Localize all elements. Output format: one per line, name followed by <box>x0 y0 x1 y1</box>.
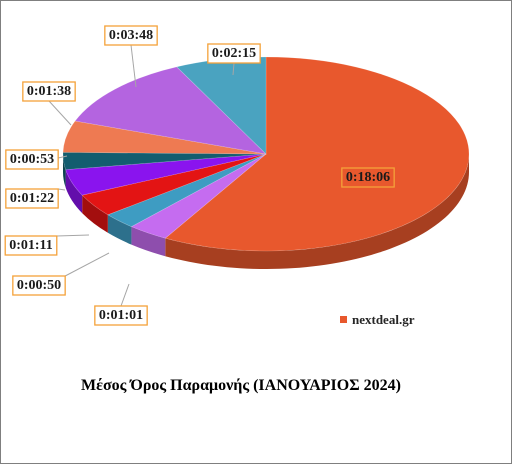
leader-line-6 <box>48 100 72 126</box>
data-label-8: 0:02:15 <box>207 43 261 64</box>
data-label-box-6 <box>22 81 76 102</box>
leader-line-7 <box>130 44 137 88</box>
data-label-box-1 <box>94 305 148 326</box>
legend-swatch <box>340 316 347 323</box>
data-label-box-0 <box>341 167 395 188</box>
data-label-3: 0:01:11 <box>4 235 58 256</box>
data-label-0: 0:18:06 <box>341 167 395 188</box>
pie-slice-5 <box>62 152 267 170</box>
pie-side-0 <box>165 154 470 269</box>
data-label-text-3: 0:01:11 <box>9 238 53 253</box>
pie-slice-0 <box>164 56 470 252</box>
pie-slice-2 <box>107 153 267 227</box>
data-label-text-5: 0:00:53 <box>10 152 54 167</box>
data-label-box-2 <box>12 275 66 296</box>
leader-line-4 <box>58 188 66 191</box>
data-label-1: 0:01:01 <box>94 305 148 326</box>
data-label-text-1: 0:01:01 <box>99 308 143 323</box>
data-label-box-8 <box>207 43 261 64</box>
data-label-box-4 <box>5 188 59 209</box>
leader-line-8 <box>232 62 235 76</box>
chart-title: Μέσος Όρος Παραμονής (ΙΑΝΟΥΑΡΙΟΣ 2024) <box>81 377 401 394</box>
data-label-text-8: 0:02:15 <box>212 46 256 61</box>
leader-line-1 <box>120 283 130 307</box>
pie-side-2 <box>107 214 132 245</box>
pie-slice-4 <box>65 153 267 196</box>
leader-line-3 <box>56 234 90 237</box>
pie-side-5 <box>63 154 66 188</box>
data-label-box-3 <box>4 235 58 256</box>
pie-side-3 <box>82 195 108 233</box>
data-label-text-7: 0:03:48 <box>109 28 153 43</box>
data-label-text-0: 0:18:06 <box>346 170 390 185</box>
pie-slice-1 <box>130 153 267 239</box>
data-label-box-7 <box>104 25 158 46</box>
data-label-7: 0:03:48 <box>104 25 158 46</box>
pie-slice-6 <box>62 120 267 155</box>
legend-label: nextdeal.gr <box>352 312 415 327</box>
pie-side-1 <box>131 226 166 257</box>
data-label-text-2: 0:00:50 <box>17 278 61 293</box>
pie-side-4 <box>65 169 83 214</box>
data-label-2: 0:00:50 <box>12 275 66 296</box>
legend: nextdeal.gr <box>340 312 415 327</box>
leader-line-5 <box>58 155 68 159</box>
pie-slice-3 <box>81 153 267 216</box>
data-label-box-5 <box>5 149 59 170</box>
leader-line-2 <box>64 252 110 277</box>
data-label-text-6: 0:01:38 <box>27 84 71 99</box>
pie-slice-7 <box>74 66 267 155</box>
data-label-4: 0:01:22 <box>5 188 59 209</box>
data-label-5: 0:00:53 <box>5 149 59 170</box>
data-label-text-4: 0:01:22 <box>10 191 54 206</box>
data-label-6: 0:01:38 <box>22 81 76 102</box>
